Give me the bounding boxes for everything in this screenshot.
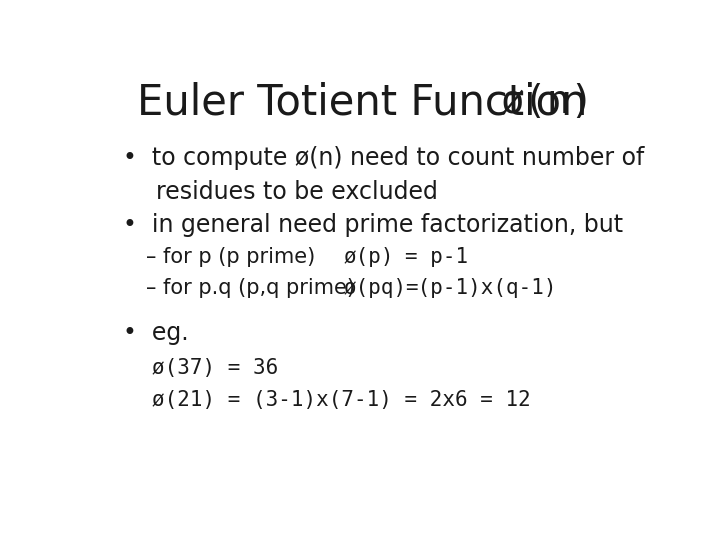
Text: ø(21) = (3-1)x(7-1) = 2x6 = 12: ø(21) = (3-1)x(7-1) = 2x6 = 12 bbox=[153, 389, 531, 409]
Text: = p-1: = p-1 bbox=[405, 247, 469, 267]
Text: •  in general need prime factorization, but: • in general need prime factorization, b… bbox=[124, 213, 624, 237]
Text: ø(p): ø(p) bbox=[344, 247, 395, 267]
Text: ø(n): ø(n) bbox=[500, 83, 593, 121]
Text: =(p-1)x(q-1): =(p-1)x(q-1) bbox=[405, 278, 557, 298]
Text: ø(37) = 36: ø(37) = 36 bbox=[153, 357, 279, 377]
Text: •  eg.: • eg. bbox=[124, 321, 189, 345]
Text: – for p.q (p,q prime): – for p.q (p,q prime) bbox=[145, 278, 355, 298]
Text: ø(pq): ø(pq) bbox=[344, 278, 407, 298]
Text: residues to be excluded: residues to be excluded bbox=[156, 180, 438, 204]
Text: – for p (p prime): – for p (p prime) bbox=[145, 247, 315, 267]
Text: •  to compute ø(n) need to count number of: • to compute ø(n) need to count number o… bbox=[124, 146, 645, 170]
Text: Euler Totient Function: Euler Totient Function bbox=[138, 81, 601, 123]
